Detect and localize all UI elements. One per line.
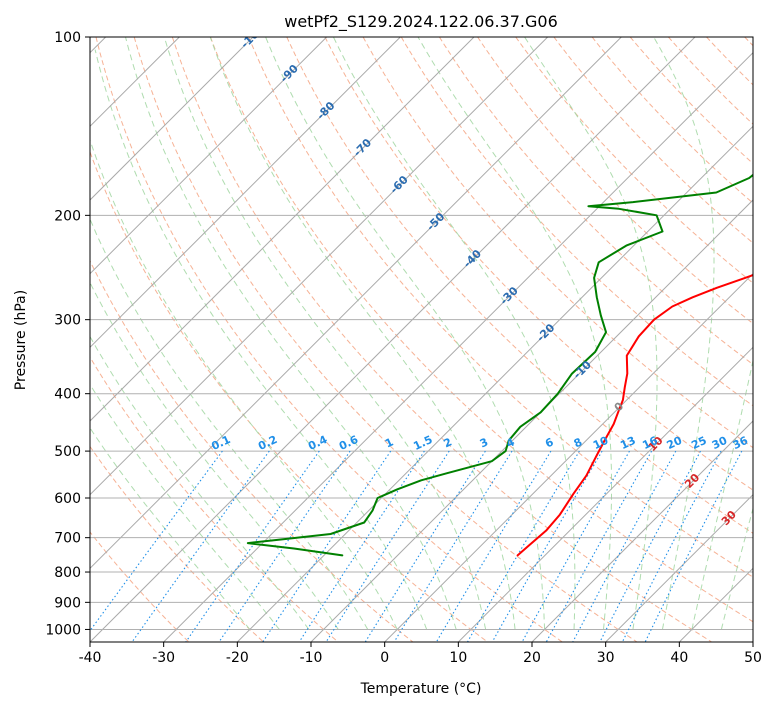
moist-adiabat [265, 37, 546, 630]
isotherm-line [531, 420, 753, 642]
mixing-ratio-line [435, 450, 552, 642]
dry-adiabat [95, 37, 563, 642]
dry-adiabat [90, 259, 414, 642]
mixing-ratio-line [621, 450, 722, 642]
plot-frame [89, 36, 754, 643]
mixing-ratio-line [364, 450, 486, 642]
y-axis-ticks: 100 200 300 400 500 600 700 800 900 1000 [45, 30, 90, 638]
isotherm-line [90, 37, 475, 422]
y-axis-label: Pressure (hPa) [13, 290, 29, 390]
dry-adiabat [171, 37, 712, 642]
dry-adiabat [90, 445, 264, 642]
x-tick-label: -30 [152, 650, 175, 666]
moist-adiabat [691, 358, 753, 630]
y-tick-label: 500 [54, 444, 81, 460]
x-tick-label: -40 [79, 650, 102, 666]
moist-adiabat [417, 37, 612, 630]
dewpoint-profile [246, 173, 753, 557]
y-tick-label: 700 [54, 531, 81, 547]
y-tick-label: 600 [54, 491, 81, 507]
y-tick-label: 300 [54, 313, 81, 329]
x-tick-label: -20 [226, 650, 249, 666]
moist-adiabat [524, 37, 658, 630]
mixing-ratio-line [131, 450, 270, 642]
dry-adiabat [438, 37, 753, 366]
chart-title: wetPf2_S129.2024.122.06.37.G06 [284, 12, 558, 32]
mixing-ratio-lines [90, 450, 743, 642]
mixing-ratio-label: 30 [710, 434, 730, 452]
isotherm-line [90, 37, 254, 201]
moist-adiabat [209, 37, 516, 630]
x-axis-ticks: -40 -30 -20 -10 0 10 20 30 40 50 [79, 642, 762, 666]
isotherm-line [457, 346, 753, 642]
x-tick-label: 0 [380, 650, 389, 666]
y-tick-label: 100 [54, 30, 81, 46]
profile-series [246, 173, 753, 557]
moist-adiabat [90, 335, 310, 630]
moist-adiabat [90, 427, 251, 630]
isotherm-line [605, 493, 753, 642]
x-tick-label: 20 [523, 650, 541, 666]
x-tick-label: 50 [744, 650, 762, 666]
x-tick-label: -10 [300, 650, 323, 666]
y-tick-label: 1000 [45, 622, 81, 638]
isotherm-line [90, 37, 549, 496]
dry-adiabat [248, 37, 753, 578]
dry-adiabat [210, 37, 753, 623]
mixing-ratio-line [393, 450, 513, 642]
x-tick-label: 10 [449, 650, 467, 666]
y-tick-label: 800 [54, 565, 81, 581]
dry-adiabat [629, 37, 753, 165]
x-tick-label: 40 [670, 650, 688, 666]
dry-adiabat [515, 37, 753, 284]
moist-adiabat [90, 217, 369, 630]
isotherm-line [90, 37, 696, 642]
mixing-ratio-line [491, 450, 603, 642]
dry-adiabat [400, 37, 753, 407]
x-tick-label: 30 [597, 650, 615, 666]
moist-adiabat [94, 49, 428, 630]
isotherm-line [90, 37, 401, 349]
moist-adiabat [653, 37, 715, 630]
mixing-ratio-label: 13 [618, 434, 637, 452]
isotherm-line [310, 199, 753, 642]
moist-adiabat [90, 138, 398, 630]
mixing-ratio-line [185, 450, 320, 642]
isotherm-line [236, 125, 753, 642]
isotherm-line [384, 272, 753, 642]
x-axis-label: Temperature (°C) [360, 681, 482, 697]
mixing-ratio-label: 16 [640, 434, 660, 452]
mixing-ratio-line [521, 450, 630, 642]
moist-adiabat [90, 281, 339, 630]
mixing-ratio-line [467, 450, 580, 642]
moist-adiabat [90, 383, 280, 630]
moist-adiabat [163, 37, 487, 630]
y-tick-label: 400 [54, 387, 81, 403]
mixing-ratio-line [545, 450, 653, 642]
isotherm-line [90, 37, 328, 275]
mixing-ratio-label: 20 [665, 434, 685, 452]
mixing-ratio-label: 10 [591, 434, 611, 452]
mixing-ratio-label: 36 [731, 434, 751, 452]
y-tick-label: 900 [54, 595, 81, 611]
mixing-ratio-line [599, 450, 701, 642]
y-tick-label: 200 [54, 208, 81, 224]
dry-adiabat [133, 37, 638, 642]
dry-adiabat [90, 356, 339, 642]
isotherm-line [90, 37, 622, 570]
dry-adiabat [324, 37, 753, 491]
dry-adiabat [286, 37, 753, 534]
moist-adiabat [125, 37, 457, 630]
mixing-ratio-label: 25 [689, 434, 708, 452]
moist-adiabat [720, 506, 753, 630]
mixing-ratio-line [572, 450, 677, 642]
temperature-profile [516, 274, 753, 557]
dry-adiabat [553, 37, 753, 244]
